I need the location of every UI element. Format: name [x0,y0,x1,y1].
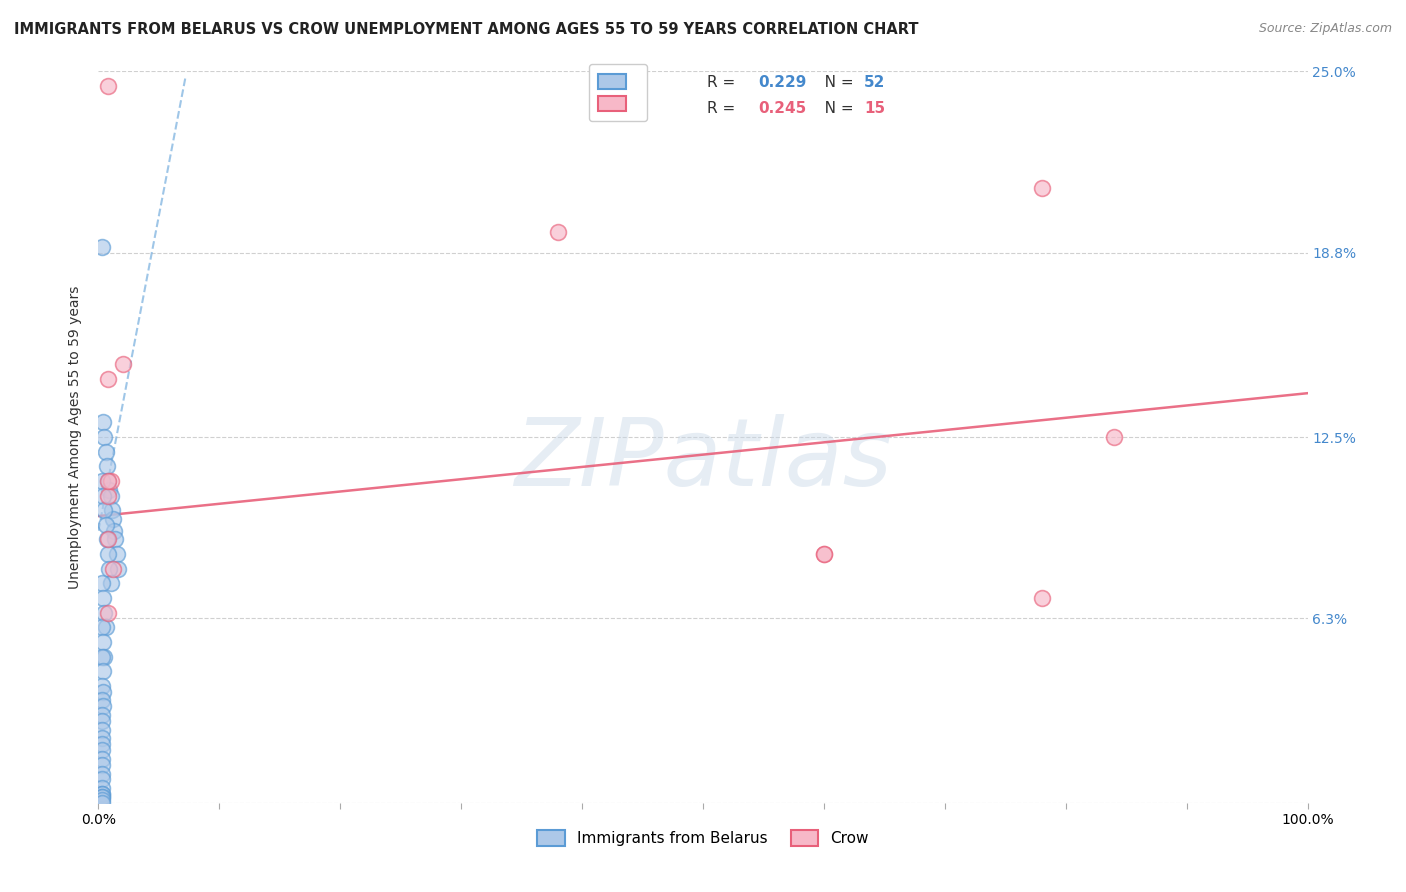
Point [1102,430,1125,444]
Point [101,562,124,576]
Point [100,576,122,591]
Point [1031,591,1053,605]
Point [91,489,114,503]
Point [91,787,114,801]
Point [97,533,120,547]
Point [91,576,114,591]
Point [91,679,114,693]
Point [101,512,124,526]
Point [96,459,118,474]
Point [91,635,114,649]
Point [91,772,114,787]
Point [104,533,127,547]
Point [91,787,114,801]
Point [111,357,134,371]
Point [100,489,122,503]
Point [94,444,117,458]
Point [91,664,114,678]
Text: ZIPatlas: ZIPatlas [515,414,891,505]
Point [813,547,835,561]
Point [547,225,569,239]
Text: N =: N = [810,76,858,90]
Text: Source: ZipAtlas.com: Source: ZipAtlas.com [1258,22,1392,36]
Point [98,562,121,576]
Text: IMMIGRANTS FROM BELARUS VS CROW UNEMPLOYMENT AMONG AGES 55 TO 59 YEARS CORRELATI: IMMIGRANTS FROM BELARUS VS CROW UNEMPLOY… [14,22,918,37]
Point [94,620,117,634]
Point [813,547,835,561]
Point [91,766,114,780]
Legend: Immigrants from Belarus, Crow: Immigrants from Belarus, Crow [530,822,876,854]
Point [91,781,114,796]
Point [100,503,122,517]
Text: 0.245: 0.245 [758,101,806,116]
Point [91,752,114,766]
Point [91,723,114,737]
Point [1031,181,1053,195]
Point [91,693,114,707]
Point [91,757,114,772]
Point [97,474,120,488]
Point [91,699,114,714]
Text: R =: R = [707,101,740,116]
Point [91,714,114,728]
Point [93,430,115,444]
Point [91,684,114,698]
Point [97,78,120,93]
Point [91,474,114,488]
Point [105,547,128,561]
Point [96,533,118,547]
Point [97,547,120,561]
Point [91,743,114,757]
Text: 52: 52 [865,76,886,90]
Text: 15: 15 [865,101,886,116]
Point [107,562,129,576]
Text: R =: R = [707,76,740,90]
Point [91,789,114,804]
Point [97,371,120,385]
Point [91,793,114,807]
Point [91,649,114,664]
Text: 0.229: 0.229 [758,76,806,90]
Point [91,796,114,810]
Point [103,524,125,538]
Point [93,649,115,664]
Point [100,474,122,488]
Point [97,606,120,620]
Point [91,708,114,723]
Y-axis label: Unemployment Among Ages 55 to 59 years: Unemployment Among Ages 55 to 59 years [69,285,83,589]
Point [91,240,114,254]
Point [97,489,120,503]
Point [93,503,115,517]
Text: N =: N = [810,101,858,116]
Point [98,483,121,497]
Point [91,731,114,746]
Point [91,789,114,804]
Point [91,737,114,751]
Point [93,606,115,620]
Point [91,416,114,430]
Point [91,591,114,605]
Point [94,517,117,532]
Point [97,474,120,488]
Point [91,620,114,634]
